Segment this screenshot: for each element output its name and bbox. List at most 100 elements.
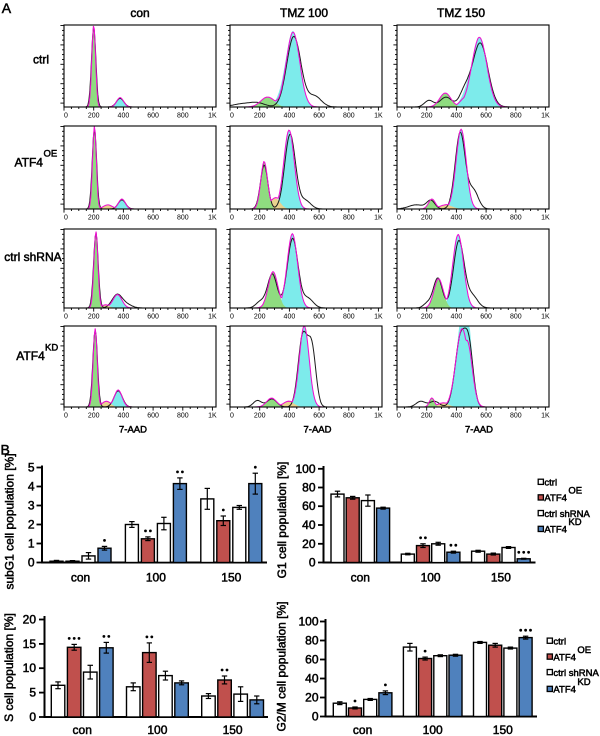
svg-text:800: 800 <box>510 413 522 420</box>
svg-text:7-AAD: 7-AAD <box>465 425 493 436</box>
svg-text:5: 5 <box>28 461 35 475</box>
svg-text:OE: OE <box>44 149 58 160</box>
svg-text:KD: KD <box>568 517 581 528</box>
svg-text:ATF4: ATF4 <box>544 493 567 504</box>
svg-text:100: 100 <box>295 462 315 476</box>
svg-text:600: 600 <box>147 314 159 321</box>
svg-text:200: 200 <box>421 215 433 222</box>
svg-text:ATF4: ATF4 <box>15 156 44 170</box>
svg-text:800: 800 <box>177 413 189 420</box>
svg-text:400: 400 <box>284 113 296 120</box>
svg-text:600: 600 <box>313 215 325 222</box>
svg-text:600: 600 <box>313 413 325 420</box>
svg-text:7-AAD: 7-AAD <box>119 425 147 436</box>
svg-text:600: 600 <box>313 113 325 120</box>
svg-text:80: 80 <box>305 634 319 648</box>
svg-text:800: 800 <box>343 113 355 120</box>
svg-text:0: 0 <box>397 413 401 420</box>
svg-text:400: 400 <box>284 314 296 321</box>
svg-text:KD: KD <box>577 677 590 688</box>
svg-text:10: 10 <box>23 661 37 675</box>
svg-text:200: 200 <box>421 113 433 120</box>
svg-text:100: 100 <box>146 571 166 585</box>
svg-text:60: 60 <box>305 653 319 667</box>
svg-text:800: 800 <box>177 215 189 222</box>
svg-text:400: 400 <box>284 413 296 420</box>
svg-text:2: 2 <box>28 518 35 532</box>
svg-text:con: con <box>130 6 149 20</box>
svg-text:0: 0 <box>64 413 68 420</box>
svg-text:0: 0 <box>230 413 234 420</box>
svg-text:100: 100 <box>421 571 441 585</box>
svg-text:60: 60 <box>302 499 316 513</box>
svg-text:40: 40 <box>302 518 316 532</box>
svg-text:1K: 1K <box>374 113 383 120</box>
svg-text:400: 400 <box>451 113 463 120</box>
svg-text:5: 5 <box>29 686 36 700</box>
svg-text:1K: 1K <box>541 413 550 420</box>
svg-text:1K: 1K <box>374 215 383 222</box>
svg-text:200: 200 <box>88 413 100 420</box>
svg-text:400: 400 <box>118 215 130 222</box>
svg-text:150: 150 <box>223 723 243 736</box>
svg-text:1K: 1K <box>208 413 217 420</box>
svg-text:OE: OE <box>568 486 582 497</box>
svg-text:con: con <box>71 571 90 585</box>
svg-text:200: 200 <box>421 314 433 321</box>
svg-text:0: 0 <box>64 215 68 222</box>
svg-text:ATF4: ATF4 <box>553 652 576 663</box>
svg-text:ctrl shRNA: ctrl shRNA <box>544 509 590 520</box>
svg-text:ATF4: ATF4 <box>16 349 45 363</box>
svg-text:400: 400 <box>284 215 296 222</box>
svg-text:1: 1 <box>28 537 35 551</box>
svg-text:TMZ 100: TMZ 100 <box>280 6 328 20</box>
svg-text:800: 800 <box>343 413 355 420</box>
svg-text:0: 0 <box>28 556 35 570</box>
svg-text:800: 800 <box>510 113 522 120</box>
svg-text:0: 0 <box>230 113 234 120</box>
svg-text:0: 0 <box>397 215 401 222</box>
svg-text:0: 0 <box>64 113 68 120</box>
svg-text:200: 200 <box>254 314 266 321</box>
svg-text:40: 40 <box>305 672 319 686</box>
svg-text:600: 600 <box>147 113 159 120</box>
svg-text:200: 200 <box>88 215 100 222</box>
svg-text:3: 3 <box>28 499 35 513</box>
svg-text:ctrl: ctrl <box>553 636 566 647</box>
svg-text:ctrl: ctrl <box>33 53 49 67</box>
svg-text:0: 0 <box>309 556 316 570</box>
svg-text:1K: 1K <box>541 113 550 120</box>
svg-text:B: B <box>1 442 10 458</box>
svg-text:0: 0 <box>397 314 401 321</box>
svg-text:ctrl shRNA: ctrl shRNA <box>553 668 599 679</box>
svg-text:1K: 1K <box>541 314 550 321</box>
svg-text:0: 0 <box>312 710 319 724</box>
svg-text:ctrl: ctrl <box>544 478 557 489</box>
svg-text:4: 4 <box>28 480 35 494</box>
svg-text:A: A <box>2 0 12 16</box>
svg-text:0: 0 <box>64 314 68 321</box>
svg-text:0: 0 <box>230 215 234 222</box>
svg-text:800: 800 <box>510 314 522 321</box>
svg-text:0: 0 <box>230 314 234 321</box>
svg-text:1K: 1K <box>208 113 217 120</box>
svg-text:subG1 cell population [%]: subG1 cell population [%] <box>2 453 16 589</box>
svg-text:1K: 1K <box>208 215 217 222</box>
svg-text:con: con <box>351 571 370 585</box>
svg-text:con: con <box>73 723 92 736</box>
svg-text:OE: OE <box>577 645 591 656</box>
svg-text:200: 200 <box>254 413 266 420</box>
svg-text:200: 200 <box>88 113 100 120</box>
svg-text:800: 800 <box>510 215 522 222</box>
svg-text:400: 400 <box>451 413 463 420</box>
svg-text:600: 600 <box>480 413 492 420</box>
svg-text:1K: 1K <box>208 314 217 321</box>
svg-text:100: 100 <box>423 723 443 736</box>
svg-text:KD: KD <box>45 343 58 354</box>
svg-text:0: 0 <box>29 710 36 724</box>
svg-text:400: 400 <box>451 215 463 222</box>
svg-text:800: 800 <box>177 314 189 321</box>
svg-text:200: 200 <box>421 413 433 420</box>
svg-text:800: 800 <box>343 314 355 321</box>
svg-text:1K: 1K <box>374 413 383 420</box>
